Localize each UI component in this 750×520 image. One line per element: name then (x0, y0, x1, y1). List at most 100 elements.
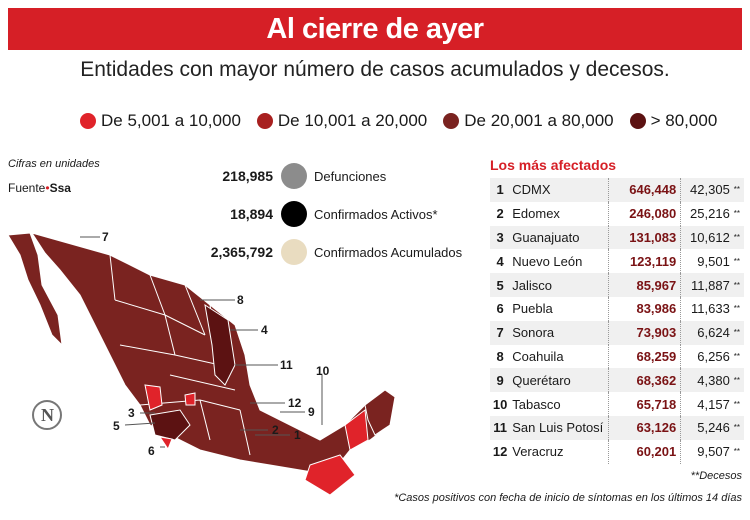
legend-item: De 10,001 a 20,000 (256, 111, 427, 131)
rank-cell: 10 (492, 396, 508, 412)
cases-cell: 83,986 (608, 296, 681, 321)
death-marker: ** (729, 415, 744, 440)
table-row: 6 Puebla 83,986 11,633 ** (490, 296, 744, 321)
map-colima (158, 436, 173, 451)
legend-swatch (80, 113, 96, 129)
state-cell: Querétaro (510, 368, 609, 393)
deaths-cell: 4,157 (680, 392, 730, 416)
callout-label: 11 (280, 358, 293, 372)
map-aguascalientes (184, 392, 196, 406)
map-jalisco (149, 409, 191, 441)
cases-cell: 63,126 (608, 415, 681, 440)
map-nayarit (144, 384, 163, 411)
svg-text:N: N (41, 405, 54, 425)
rank-cell: 7 (490, 320, 511, 345)
map-campeche (344, 409, 369, 451)
ranking-table: 1 CDMX 646,448 42,305 ** 2 Edomex 246,080 25,216… (490, 178, 744, 464)
source-note: Fuente•Ssa (8, 181, 71, 195)
table-title: Los más afectados (490, 157, 617, 173)
state-cell: Edomex (512, 206, 560, 222)
cases-cell: 246,080 (608, 201, 681, 226)
state-cell: Jalisco (510, 273, 609, 297)
state-cell: Veracruz (512, 444, 564, 460)
legend-swatch (629, 113, 646, 129)
table-row: 1 CDMX 646,448 42,305 ** (490, 178, 744, 202)
callout-label: 1 (294, 428, 301, 442)
title-banner: Al cierre de ayer (8, 8, 742, 50)
cases-cell: 73,903 (608, 320, 681, 345)
death-marker: ** (733, 399, 741, 409)
rank-cell: 6 (496, 301, 504, 317)
rank-cell: 1 (490, 178, 511, 202)
rank-cell: 2 (496, 206, 504, 222)
callout-label: 9 (308, 405, 315, 419)
rank-cell: 12 (492, 444, 508, 460)
map-nuevo-leon (204, 303, 236, 386)
legend-item: De 20,001 a 80,000 (443, 111, 614, 131)
table-row: 12 Veracruz 60,201 9,507 ** (490, 439, 744, 464)
banner-title: Al cierre de ayer (266, 12, 484, 45)
table-row: 9 Querétaro 68,362 4,380 ** (490, 368, 744, 393)
summary-stats: 218,985 Defunciones 18,894 Confirmados A… (205, 157, 462, 271)
circle-icon (281, 201, 307, 227)
rank-cell: 8 (496, 348, 504, 364)
callout-label: 7 (102, 230, 109, 244)
cases-cell: 123,119 (608, 249, 681, 274)
table-row: 8 Coahuila 68,259 6,256 ** (490, 344, 744, 369)
state-cell: CDMX (510, 178, 609, 202)
rank-cell: 4 (496, 253, 504, 269)
circle-icon (281, 239, 307, 265)
death-marker: ** (733, 304, 741, 314)
publisher-logo: N (32, 400, 62, 430)
callout-label: 6 (148, 444, 155, 458)
stat-acumulados: 2,365,792 Confirmados Acumulados (205, 233, 462, 271)
table-row: 7 Sonora 73,903 6,624 ** (490, 320, 744, 345)
deaths-cell: 11,633 (680, 296, 730, 321)
death-marker: ** (729, 178, 744, 202)
table-row: 2 Edomex 246,080 25,216 ** (490, 201, 744, 226)
deaths-cell: 6,256 (680, 344, 730, 369)
cases-cell: 65,718 (608, 392, 681, 416)
state-cell: Sonora (510, 320, 609, 345)
state-cell: Tabasco (512, 396, 561, 412)
rank-cell: 5 (490, 273, 511, 297)
stat-defunciones: 218,985 Defunciones (205, 157, 462, 195)
callout-label: 10 (316, 364, 330, 378)
state-cell: San Luis Potosí (510, 415, 609, 440)
deaths-cell: 4,380 (680, 368, 730, 393)
death-marker: ** (733, 256, 741, 266)
cases-cell: 68,362 (608, 368, 681, 393)
rank-cell: 3 (490, 225, 511, 250)
death-marker: ** (729, 273, 744, 297)
callout-label: 8 (237, 293, 244, 307)
deaths-footnote: **Decesos (690, 470, 742, 482)
deaths-cell: 9,501 (680, 249, 730, 274)
deaths-cell: 11,887 (680, 273, 730, 297)
deaths-cell: 10,612 (680, 225, 730, 250)
subtitle: Entidades con mayor número de casos acum… (80, 58, 670, 81)
cases-cell: 85,967 (608, 273, 681, 297)
callout-label: 4 (261, 323, 268, 337)
map-baja (7, 232, 63, 347)
cases-cell: 60,201 (608, 439, 681, 464)
state-cell: Nuevo León (512, 253, 583, 269)
legend-item: De 5,001 a 10,000 (80, 111, 241, 131)
legend: De 5,001 a 10,000 De 10,001 a 20,000 De … (80, 111, 733, 131)
rank-cell: 9 (490, 368, 511, 393)
legend-item: > 80,000 (629, 111, 717, 131)
callout-label: 2 (272, 423, 279, 437)
cases-cell: 68,259 (608, 344, 681, 369)
deaths-cell: 42,305 (680, 178, 730, 202)
callout-label: 3 (128, 406, 135, 420)
table-row: 5 Jalisco 85,967 11,887 ** (490, 273, 744, 297)
cases-cell: 646,448 (608, 178, 681, 202)
state-cell: Puebla (512, 301, 553, 317)
state-cell: Coahuila (512, 348, 564, 364)
death-marker: ** (729, 225, 744, 250)
circle-icon (281, 163, 307, 189)
rank-cell: 11 (490, 415, 511, 440)
death-marker: ** (729, 368, 744, 393)
death-marker: ** (733, 351, 741, 361)
deaths-cell: 6,624 (680, 320, 730, 345)
table-row: 11 San Luis Potosí 63,126 5,246 ** (490, 415, 744, 440)
